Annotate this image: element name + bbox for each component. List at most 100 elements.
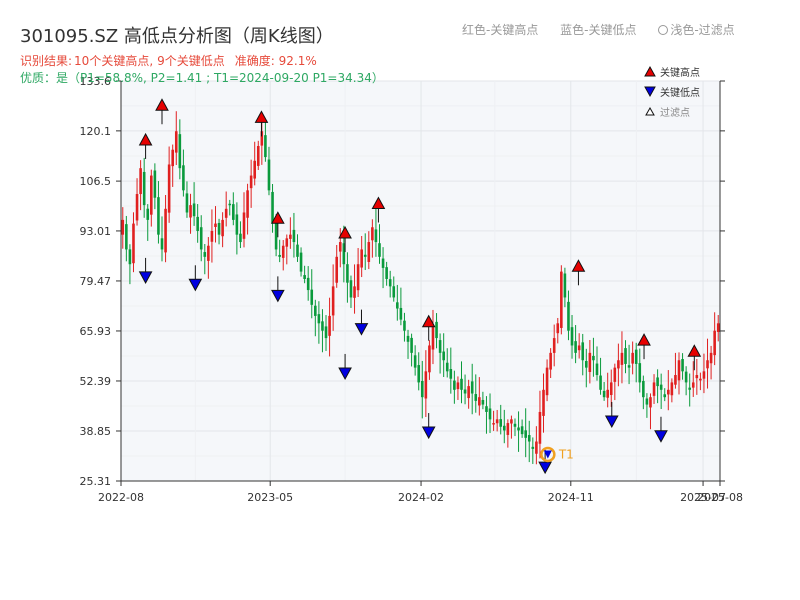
candle-body — [385, 267, 388, 279]
candle-body — [513, 423, 517, 427]
candle-body — [638, 363, 642, 383]
key-low-marker — [654, 430, 668, 443]
candle-body — [150, 175, 153, 215]
candle-body — [463, 389, 467, 394]
candle-body — [378, 243, 381, 257]
candle-body — [285, 238, 289, 247]
candle-body — [260, 131, 264, 146]
y-tick-label: 79.47 — [80, 275, 112, 288]
candle-body — [371, 227, 374, 241]
candle-body — [613, 367, 617, 382]
candle-body — [492, 423, 495, 425]
candle-body — [335, 256, 339, 283]
candle-body — [445, 362, 449, 372]
candle-body — [388, 279, 392, 287]
markers — [138, 98, 702, 475]
y-tick-label: 25.31 — [80, 475, 112, 488]
y-tick-label: 106.5 — [80, 175, 112, 188]
candle-body — [420, 380, 424, 398]
candle-body — [289, 234, 292, 239]
candle-body — [410, 337, 413, 353]
candle-body — [221, 219, 224, 237]
candle-body — [139, 168, 142, 195]
candle-body — [584, 361, 588, 368]
candle-body — [538, 411, 542, 444]
candle-body — [367, 242, 371, 262]
candle-body — [171, 149, 174, 167]
candle-body — [695, 375, 699, 379]
top-legend: 红色-关键高点 蓝色-关键低点 浅色-过滤点 — [462, 21, 753, 38]
candle-body — [121, 219, 125, 235]
candle-body — [353, 286, 356, 298]
candle-body — [506, 423, 510, 435]
grid-lines — [120, 80, 721, 482]
candle-body — [649, 397, 652, 408]
candle-body — [652, 382, 656, 396]
candle-body — [267, 159, 271, 191]
candle-body — [716, 323, 720, 332]
candle-body — [374, 229, 378, 243]
candle-body — [552, 338, 556, 353]
legend-high-text: 红色-关键高点 — [462, 23, 539, 37]
candle-body — [524, 430, 527, 438]
candle-body — [706, 360, 709, 369]
candle-body — [417, 365, 421, 383]
candle-body — [617, 360, 620, 369]
candle-body — [232, 204, 235, 220]
candle-body — [460, 378, 463, 390]
candle-body — [542, 389, 545, 416]
candle-body — [567, 301, 570, 331]
candle-body — [292, 229, 296, 243]
candle-body — [631, 352, 634, 364]
candle-body — [545, 367, 549, 396]
candle-body — [153, 170, 157, 198]
x-tick-label: 2023-05 — [247, 491, 293, 504]
legend-filtered-text: 浅色-过滤点 — [670, 23, 735, 37]
candle-body — [242, 212, 246, 239]
candle-body — [196, 216, 199, 231]
candle-body — [228, 203, 232, 206]
key-high-marker — [571, 259, 586, 272]
candle-body — [299, 252, 303, 272]
candle-body — [713, 330, 716, 356]
key-low-marker — [338, 367, 352, 380]
legend-high-icon — [644, 65, 656, 77]
candle-body — [510, 419, 513, 424]
candle-body — [167, 164, 171, 213]
y-tick-label: 133.6 — [80, 75, 112, 88]
candle-body — [527, 435, 531, 442]
candle-body — [570, 327, 574, 346]
candle-body — [581, 342, 585, 361]
candle-body — [588, 352, 592, 372]
candle-body — [627, 365, 631, 368]
candle-body — [306, 277, 310, 291]
key-low-marker — [354, 323, 369, 336]
candle-body — [424, 371, 428, 399]
key-high-marker — [371, 196, 386, 209]
candle-body — [620, 352, 624, 365]
candle-body — [160, 238, 164, 250]
quality-line: 优质：是（P1=58.8%, P2=1.41 ; T1=2024-09-20 P… — [20, 71, 384, 85]
candle-body — [495, 419, 499, 424]
candle-body — [157, 197, 160, 235]
key-high-marker — [421, 314, 436, 328]
candle-body — [413, 355, 417, 368]
candle-body — [203, 252, 207, 257]
candle-body — [146, 208, 150, 220]
candle-body — [164, 208, 167, 253]
candle-body — [563, 273, 567, 298]
candle-body — [702, 371, 706, 379]
candle-body — [449, 369, 453, 379]
candle-body — [360, 249, 363, 268]
candle-body — [317, 314, 321, 324]
x-tick-label: 2025-08 — [697, 491, 743, 504]
candle-body — [349, 280, 353, 298]
candle-body — [271, 191, 274, 224]
candle-body — [224, 208, 228, 218]
candle-body — [556, 323, 560, 334]
candle-body — [185, 193, 189, 213]
candle-body — [239, 233, 242, 243]
candle-body — [128, 249, 132, 265]
candle-body — [677, 360, 681, 381]
